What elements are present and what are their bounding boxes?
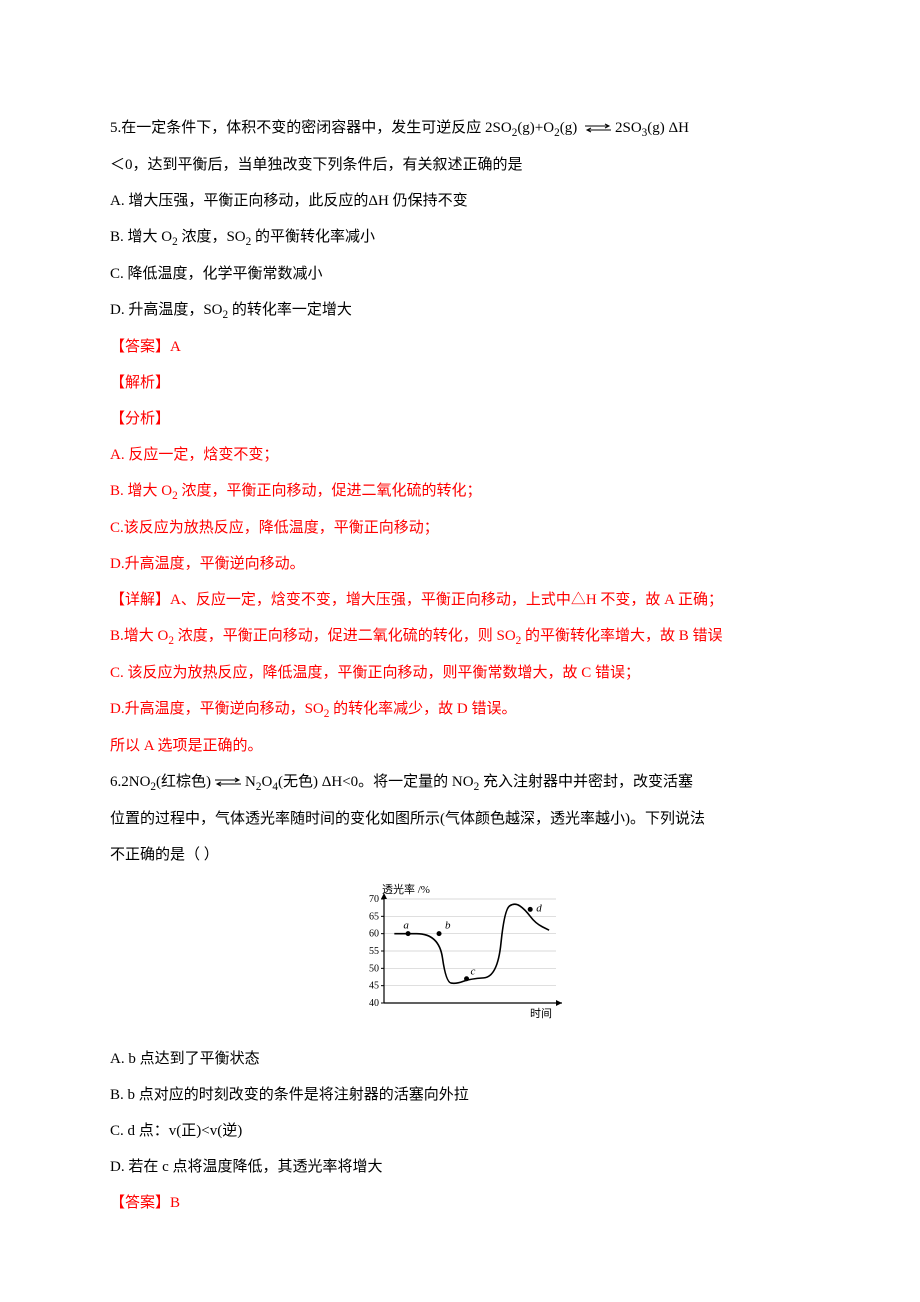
- equilibrium-arrow-icon: [213, 765, 243, 801]
- text: D.升高温度，平衡逆向移动，SO: [110, 701, 324, 717]
- q5-jiexi-label: 【解析】: [110, 365, 810, 401]
- text: (g) ΔH: [647, 120, 689, 136]
- q6-option-b: B. b 点对应的时刻改变的条件是将注射器的活塞向外拉: [110, 1077, 810, 1113]
- svg-text:a: a: [403, 920, 409, 932]
- text: (g): [560, 120, 581, 136]
- svg-text:40: 40: [369, 998, 379, 1009]
- text: 浓度，平衡正向移动，促进二氧化硫的转化，则 SO: [174, 628, 516, 644]
- text: 2SO: [615, 120, 642, 136]
- chart-arrow-icon: [556, 1000, 562, 1006]
- chart-xlabel: 时间: [530, 1007, 552, 1020]
- text: B. 增大 O: [110, 483, 172, 499]
- svg-text:65: 65: [369, 911, 379, 922]
- text: D. 升高温度，SO: [110, 302, 223, 318]
- text: 的转化率一定增大: [228, 302, 352, 318]
- svg-text:70: 70: [369, 894, 379, 905]
- q6-stem-line3: 不正确的是（ ）: [110, 837, 810, 873]
- q5-option-c: C. 降低温度，化学平衡常数减小: [110, 256, 810, 292]
- q6-stem-line1: 6.2NO2(红棕色)N2O4(无色) ΔH<0。将一定量的 NO2 充入注射器…: [110, 764, 810, 801]
- text: 浓度，SO: [178, 229, 246, 245]
- text: 充入注射器中并密封，改变活塞: [479, 774, 693, 790]
- svg-text:c: c: [471, 966, 476, 978]
- text: (红棕色): [156, 774, 211, 790]
- q6-option-d: D. 若在 c 点将温度降低，其透光率将增大: [110, 1149, 810, 1185]
- chart-points: a b c d: [403, 902, 542, 981]
- chart-svg: 透光率 /% 40 45 50 55 60 65 70 a b c d 时间: [350, 881, 570, 1021]
- text: A、反应一定，焓变不变，增大压强，平衡正向移动，上式中△H 不变，故 A 正确；: [170, 592, 723, 608]
- text: (无色) ΔH<0。将一定量的 NO: [278, 774, 474, 790]
- q5-analysis-b: B. 增大 O2 浓度，平衡正向移动，促进二氧化硫的转化；: [110, 473, 810, 510]
- q5-stem-line1: 5.在一定条件下，体积不变的密闭容器中，发生可逆反应 2SO2(g)+O2(g)…: [110, 110, 810, 147]
- q5-fenxi-label: 【分析】: [110, 401, 810, 437]
- text: (g)+O: [517, 120, 554, 136]
- q6-option-c: C. d 点：v(正)<v(逆): [110, 1113, 810, 1149]
- q5-analysis-a: A. 反应一定，焓变不变；: [110, 437, 810, 473]
- q5-detail-c: C. 该反应为放热反应，降低温度，平衡正向移动，则平衡常数增大，故 C 错误；: [110, 655, 810, 691]
- q6-chart: 透光率 /% 40 45 50 55 60 65 70 a b c d 时间: [110, 881, 810, 1035]
- text: O: [262, 774, 273, 790]
- svg-text:55: 55: [369, 946, 379, 957]
- q6-stem-line2: 位置的过程中，气体透光率随时间的变化如图所示(气体颜色越深，透光率越小)。下列说…: [110, 801, 810, 837]
- q5-option-a: A. 增大压强，平衡正向移动，此反应的ΔH 仍保持不变: [110, 183, 810, 219]
- q5-option-d: D. 升高温度，SO2 的转化率一定增大: [110, 292, 810, 329]
- svg-text:b: b: [445, 920, 451, 932]
- q5-analysis-c: C.该反应为放热反应，降低温度，平衡正向移动；: [110, 510, 810, 546]
- text: 【详解】: [110, 592, 170, 608]
- svg-text:d: d: [536, 902, 542, 914]
- text: B.增大 O: [110, 628, 168, 644]
- text: 的平衡转化率增大，故 B 错误: [521, 628, 722, 644]
- q6-answer: 【答案】B: [110, 1185, 810, 1221]
- equilibrium-arrow-icon: [583, 111, 613, 147]
- chart-ylabel: 透光率 /%: [382, 882, 430, 896]
- q5-analysis-d: D.升高温度，平衡逆向移动。: [110, 546, 810, 582]
- text: 6.2NO: [110, 774, 150, 790]
- q5-detail-b: B.增大 O2 浓度，平衡正向移动，促进二氧化硫的转化，则 SO2 的平衡转化率…: [110, 618, 810, 655]
- q5-answer: 【答案】A: [110, 329, 810, 365]
- text: B. 增大 O: [110, 229, 172, 245]
- text: 的平衡转化率减小: [251, 229, 375, 245]
- document-page: 5.在一定条件下，体积不变的密闭容器中，发生可逆反应 2SO2(g)+O2(g)…: [0, 0, 920, 1302]
- text: 浓度，平衡正向移动，促进二氧化硫的转化；: [178, 483, 482, 499]
- q6-option-a: A. b 点达到了平衡状态: [110, 1041, 810, 1077]
- text: N: [245, 774, 256, 790]
- svg-text:45: 45: [369, 981, 379, 992]
- q5-detail-a: 【详解】A、反应一定，焓变不变，增大压强，平衡正向移动，上式中△H 不变，故 A…: [110, 582, 810, 618]
- q5-stem-line2: ＜0，达到平衡后，当单独改变下列条件后，有关叙述正确的是: [110, 147, 810, 183]
- chart-grid: [384, 899, 556, 1003]
- text: 5.在一定条件下，体积不变的密闭容器中，发生可逆反应 2SO: [110, 120, 512, 136]
- q5-option-b: B. 增大 O2 浓度，SO2 的平衡转化率减小: [110, 219, 810, 256]
- svg-text:60: 60: [369, 929, 379, 940]
- q5-detail-d: D.升高温度，平衡逆向移动，SO2 的转化率减少，故 D 错误。: [110, 691, 810, 728]
- svg-text:50: 50: [369, 963, 379, 974]
- q5-conclusion: 所以 A 选项是正确的。: [110, 728, 810, 764]
- text: 的转化率减少，故 D 错误。: [329, 701, 516, 717]
- chart-yticks: 40 45 50 55 60 65 70: [369, 894, 384, 1009]
